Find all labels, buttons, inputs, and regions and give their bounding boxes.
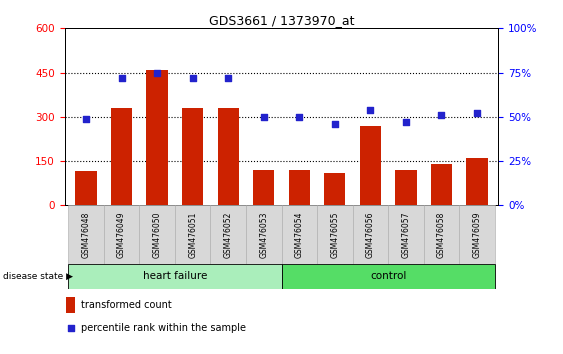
Point: [153, 70, 162, 75]
Point: [295, 114, 304, 120]
Text: GSM476049: GSM476049: [117, 211, 126, 258]
Text: percentile rank within the sample: percentile rank within the sample: [82, 323, 247, 333]
Point: [472, 110, 481, 116]
Bar: [75, 171, 97, 205]
Text: GSM476055: GSM476055: [330, 211, 339, 258]
Bar: [182, 108, 203, 205]
Text: GSM476048: GSM476048: [82, 211, 91, 258]
Text: GSM476056: GSM476056: [366, 211, 375, 258]
Text: GSM476054: GSM476054: [295, 211, 304, 258]
Point: [66, 326, 75, 331]
Bar: [282, 205, 317, 264]
Text: GSM476059: GSM476059: [472, 211, 481, 258]
Bar: [140, 205, 175, 264]
Text: disease state ▶: disease state ▶: [3, 272, 73, 281]
Bar: [388, 205, 423, 264]
Point: [188, 75, 197, 81]
Text: transformed count: transformed count: [82, 300, 172, 310]
Bar: [68, 205, 104, 264]
Bar: [68, 264, 282, 289]
Point: [437, 112, 446, 118]
Bar: [360, 126, 381, 205]
Bar: [175, 205, 211, 264]
Text: GSM476052: GSM476052: [224, 211, 233, 258]
Point: [117, 75, 126, 81]
Bar: [253, 170, 274, 205]
Bar: [317, 205, 352, 264]
Bar: [431, 164, 452, 205]
Bar: [246, 205, 282, 264]
Title: GDS3661 / 1373970_at: GDS3661 / 1373970_at: [209, 14, 354, 27]
Bar: [66, 297, 75, 313]
Text: heart failure: heart failure: [142, 272, 207, 281]
Text: GSM476050: GSM476050: [153, 211, 162, 258]
Text: GSM476053: GSM476053: [259, 211, 268, 258]
Point: [224, 75, 233, 81]
Bar: [282, 264, 495, 289]
Point: [259, 114, 268, 120]
Bar: [146, 70, 168, 205]
Point: [401, 119, 410, 125]
Bar: [466, 158, 488, 205]
Bar: [104, 205, 140, 264]
Bar: [352, 205, 388, 264]
Bar: [324, 173, 346, 205]
Point: [82, 116, 91, 121]
Bar: [459, 205, 495, 264]
Bar: [289, 170, 310, 205]
Bar: [111, 108, 132, 205]
Bar: [395, 170, 417, 205]
Text: GSM476057: GSM476057: [401, 211, 410, 258]
Point: [330, 121, 339, 127]
Bar: [211, 205, 246, 264]
Bar: [423, 205, 459, 264]
Text: control: control: [370, 272, 406, 281]
Bar: [217, 108, 239, 205]
Text: GSM476051: GSM476051: [188, 211, 197, 258]
Point: [366, 107, 375, 113]
Text: GSM476058: GSM476058: [437, 211, 446, 258]
